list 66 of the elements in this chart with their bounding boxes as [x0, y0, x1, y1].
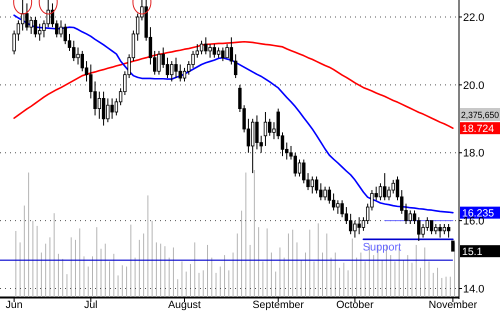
candlestick [438, 224, 442, 238]
candlestick [434, 224, 438, 235]
candlestick [323, 186, 327, 201]
candlestick [64, 23, 67, 45]
y-tick-label: 22.0 [463, 12, 484, 24]
candlestick [421, 224, 425, 238]
candlestick [212, 44, 216, 58]
candlestick [298, 159, 302, 178]
candlestick [387, 186, 391, 201]
candlestick [200, 40, 204, 55]
candlestick [357, 216, 361, 235]
x-tick-label: Jul [84, 299, 98, 311]
candlestick [319, 182, 323, 201]
x-tick-label: October [336, 299, 374, 311]
candlestick [348, 213, 352, 235]
candlestick [314, 176, 318, 194]
candlestick [340, 200, 344, 218]
candlestick [408, 210, 412, 225]
candlestick [170, 60, 174, 82]
y-tick-label: 20.0 [463, 80, 484, 92]
candlestick [328, 186, 332, 204]
candlestick [204, 36, 208, 55]
candlestick [216, 47, 220, 58]
candlestick [255, 114, 259, 150]
candlestick [25, 2, 29, 32]
data-label: 18.724 [462, 123, 494, 136]
candlestick [29, 16, 33, 34]
candlestick [310, 176, 314, 194]
candlestick [34, 16, 38, 38]
y-tick-label: 14.0 [463, 284, 484, 296]
x-tick-label: August [168, 299, 201, 311]
candlestick [378, 182, 382, 201]
candlestick [353, 220, 357, 238]
candlestick [392, 179, 395, 194]
candlestick [178, 64, 182, 82]
y-tick-label: 18.0 [463, 148, 484, 160]
x-tick-label: Jun [6, 299, 23, 311]
candlestick [446, 224, 450, 238]
x-tick-label: November [428, 299, 478, 311]
candlestick [38, 23, 42, 42]
text: 15.1 [462, 246, 483, 258]
candlestick [250, 118, 254, 174]
candlestick [332, 192, 336, 211]
candlestick [302, 159, 306, 184]
candlestick [208, 44, 212, 58]
candlestick [426, 216, 430, 232]
candlestick [72, 40, 76, 62]
candlestick [166, 57, 170, 79]
candlestick [336, 200, 340, 214]
candlestick [191, 50, 195, 68]
candlestick [225, 44, 229, 58]
candlestick [98, 91, 102, 120]
candlestick [110, 98, 114, 120]
candlestick [264, 112, 268, 146]
candlestick [80, 50, 84, 72]
candlestick [106, 98, 110, 123]
candlestick [442, 224, 446, 235]
candlestick [451, 240, 455, 252]
candlestick [383, 172, 386, 201]
candlestick [102, 91, 106, 126]
x-tick-label: September [252, 299, 304, 311]
candlestick [430, 220, 434, 235]
series-label: Support [362, 242, 402, 254]
text: 2,375,650 [461, 110, 500, 120]
candlestick [221, 47, 225, 62]
candlestick [294, 152, 297, 178]
